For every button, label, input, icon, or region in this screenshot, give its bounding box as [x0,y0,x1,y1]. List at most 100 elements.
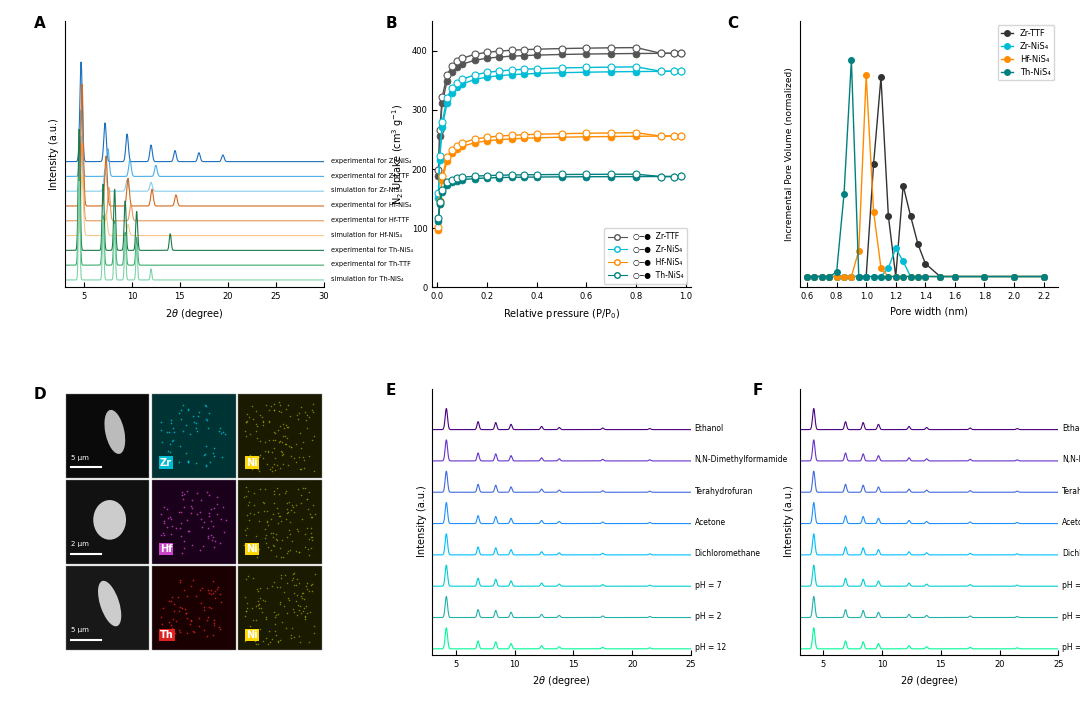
Point [246,635,264,646]
Point [242,508,259,519]
Point [199,530,216,541]
Point [282,528,299,539]
Point [293,590,310,601]
Point [198,460,215,471]
Point [252,450,269,461]
Point [188,508,205,520]
Point [254,415,271,427]
Point [172,441,189,452]
Zr-TTF [837,272,850,281]
Point [167,522,185,534]
Point [279,497,296,508]
Point [258,459,275,470]
Point [248,420,266,432]
Hf-NiS₄ [852,246,865,255]
Point [200,532,217,543]
Point [185,574,202,586]
Text: E: E [386,383,396,398]
Th-NiS₄ [831,268,843,277]
Point [164,614,181,625]
Point [240,571,257,582]
Th-NiS₄ [882,272,895,281]
Th-NiS₄ [867,272,880,281]
Point [278,485,295,496]
Point [205,614,222,625]
Hf-NiS₄ [860,71,873,80]
Bar [239,567,322,650]
Point [177,603,194,615]
Point [272,570,289,581]
Point [249,507,267,518]
Th-NiS₄ [912,272,924,281]
Point [179,405,197,416]
Point [270,406,287,417]
Point [165,605,183,617]
Point [267,453,284,464]
Point [189,488,206,499]
Point [266,404,283,415]
Point [156,517,173,528]
Point [271,399,288,410]
Point [215,427,232,438]
Point [273,616,291,627]
Point [178,485,195,496]
Point [177,608,194,619]
Point [271,436,288,448]
Point [203,534,220,546]
Point [179,455,197,466]
Point [242,451,259,462]
Point [201,510,218,522]
Point [265,528,282,539]
Point [296,406,313,417]
Point [288,589,306,601]
Point [261,636,279,647]
Text: pH = 7: pH = 7 [694,581,721,590]
Point [294,482,311,494]
Point [285,579,302,591]
Point [251,582,268,593]
Point [279,508,296,519]
Zr-NiS₄ [823,272,836,281]
Point [208,584,226,595]
Point [297,580,314,591]
Point [267,427,284,439]
Point [162,596,179,607]
Point [278,531,295,542]
Point [262,513,280,524]
Point [172,577,189,588]
Point [238,417,255,428]
Point [252,410,269,421]
Point [255,416,272,427]
Point [238,522,255,534]
Text: Th: Th [160,630,174,640]
Point [300,549,318,560]
Point [278,439,295,450]
Point [198,414,215,425]
Point [266,497,283,508]
Text: experimental for Zr-TTF: experimental for Zr-TTF [332,172,409,179]
Th-NiS₄ [933,272,946,281]
Point [212,513,229,524]
Point [280,545,297,556]
Th-NiS₄ [800,272,813,281]
Point [238,605,255,617]
Point [200,612,217,623]
Text: F: F [753,383,764,398]
Point [260,416,278,427]
Point [190,620,207,631]
Point [176,501,193,513]
Point [153,436,171,448]
Point [267,626,284,637]
Point [191,585,208,596]
Point [297,414,314,425]
Point [248,633,266,644]
Point [154,527,172,539]
Point [305,406,322,417]
Hf-NiS₄ [800,272,813,281]
Point [165,434,183,445]
Point [258,516,275,527]
Hf-NiS₄ [948,272,961,281]
Point [292,463,309,474]
Point [253,603,270,614]
Point [244,615,261,626]
